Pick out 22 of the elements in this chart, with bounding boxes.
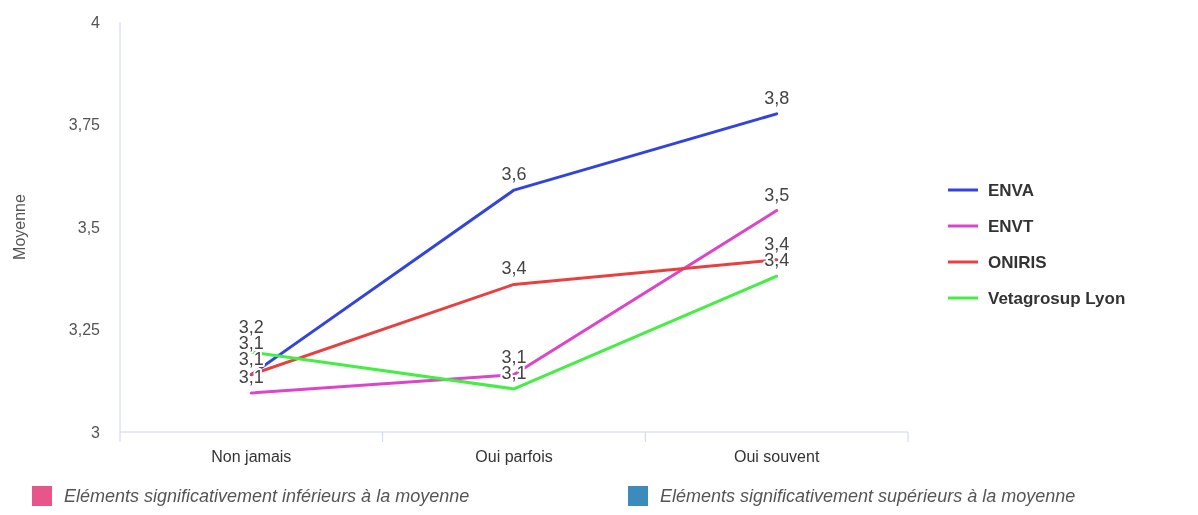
data-label: 3,4 bbox=[501, 258, 527, 279]
x-tick-label: Non jamais bbox=[211, 448, 292, 465]
y-tick-label: 4 bbox=[91, 13, 101, 31]
text: Eléments significativement supérieurs à la moyenne bbox=[660, 486, 1076, 506]
data-label: 3,8 bbox=[764, 87, 790, 108]
x-tick-label: Oui parfois bbox=[475, 448, 553, 465]
y-tick-label: 3,75 bbox=[68, 116, 101, 134]
y-tick-label: 3 bbox=[91, 423, 101, 441]
legend-label: Vetagrosup Lyon bbox=[988, 288, 1126, 308]
data-label: 3,2 bbox=[238, 316, 264, 337]
data-label: 3,5 bbox=[764, 184, 790, 205]
data-label: 3,1 bbox=[238, 367, 264, 388]
data-label: 3,4 bbox=[764, 233, 790, 254]
data-label: 3,6 bbox=[501, 164, 527, 185]
y-axis-title: Moyenne bbox=[11, 193, 28, 260]
text: Eléments significativement inférieurs à la moyenne bbox=[64, 486, 470, 506]
x-tick-label: Oui souvent bbox=[733, 448, 820, 465]
legend-label: ENVA bbox=[988, 180, 1034, 200]
legend-label: ENVT bbox=[988, 216, 1034, 236]
y-tick-label: 3,5 bbox=[77, 218, 101, 236]
y-tick-label: 3,25 bbox=[68, 321, 101, 339]
legend-label: ONIRIS bbox=[988, 252, 1047, 272]
